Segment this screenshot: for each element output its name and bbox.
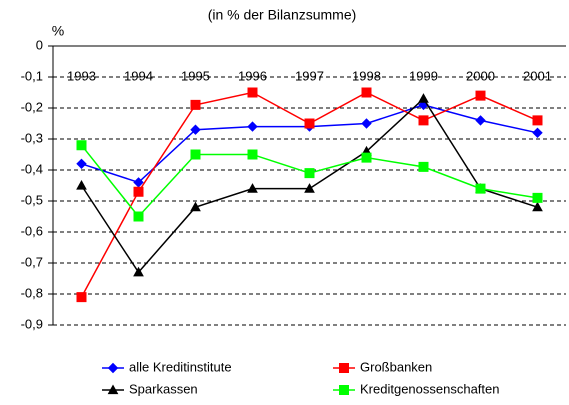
data-point — [247, 121, 258, 132]
legend-marker — [339, 363, 349, 373]
y-tick-label: -0,8 — [21, 285, 43, 300]
data-point — [247, 183, 258, 193]
x-tick-label: 2000 — [466, 68, 495, 83]
data-point — [418, 161, 429, 172]
y-tick-label: -0,3 — [21, 130, 43, 145]
data-point — [361, 152, 372, 163]
x-tick-label: 2001 — [523, 68, 552, 83]
legend-label: Großbanken — [360, 359, 432, 374]
data-point — [76, 179, 87, 190]
x-tick-label: 1993 — [67, 68, 96, 83]
y-tick-label: -0,4 — [21, 161, 43, 176]
x-tick-label: 1997 — [295, 68, 324, 83]
data-point — [190, 99, 201, 110]
data-point — [532, 201, 543, 212]
y-axis-label: % — [52, 23, 64, 39]
data-point — [76, 158, 87, 170]
data-point — [190, 201, 201, 212]
data-point — [304, 183, 315, 193]
data-point — [247, 87, 258, 98]
data-point — [190, 149, 201, 160]
data-point — [133, 186, 144, 197]
legend-label: alle Kreditinstitute — [129, 359, 232, 374]
data-point — [247, 149, 258, 160]
x-tick-label: 1994 — [124, 68, 153, 83]
data-point — [532, 115, 543, 126]
y-tick-label: -0,2 — [21, 99, 43, 114]
legend-marker — [107, 384, 119, 395]
data-point — [475, 115, 486, 126]
y-tick-label: -0,5 — [21, 192, 43, 207]
y-tick-label: -0,9 — [21, 316, 43, 331]
y-tick-label: 0 — [36, 37, 43, 52]
data-point — [76, 140, 87, 151]
series-line — [80, 144, 538, 218]
data-point — [361, 87, 372, 98]
legend-marker — [107, 362, 119, 374]
data-point — [532, 192, 543, 203]
data-point — [475, 90, 486, 101]
x-tick-label: 1999 — [409, 68, 438, 83]
x-tick-label: 1995 — [181, 68, 210, 83]
data-point — [361, 118, 372, 129]
x-tick-label: 1998 — [352, 68, 381, 83]
y-tick-label: -0,7 — [21, 254, 43, 269]
data-point — [133, 211, 144, 222]
legend-marker — [339, 385, 349, 395]
data-point — [304, 168, 315, 179]
y-tick-label: -0,1 — [21, 68, 43, 83]
y-tick-label: -0,6 — [21, 223, 43, 238]
data-point — [475, 183, 486, 194]
data-point — [133, 266, 144, 277]
legend-label: Kreditgenossenschaften — [360, 381, 499, 396]
data-point — [532, 127, 543, 139]
data-point — [304, 118, 315, 129]
legend-label: Sparkassen — [129, 381, 198, 396]
data-point — [418, 115, 429, 126]
x-tick-label: 1996 — [238, 68, 267, 83]
chart-subtitle: (in % der Bilanzsumme) — [208, 7, 357, 23]
data-point — [190, 124, 201, 135]
data-point — [418, 93, 429, 103]
data-point — [76, 292, 87, 303]
